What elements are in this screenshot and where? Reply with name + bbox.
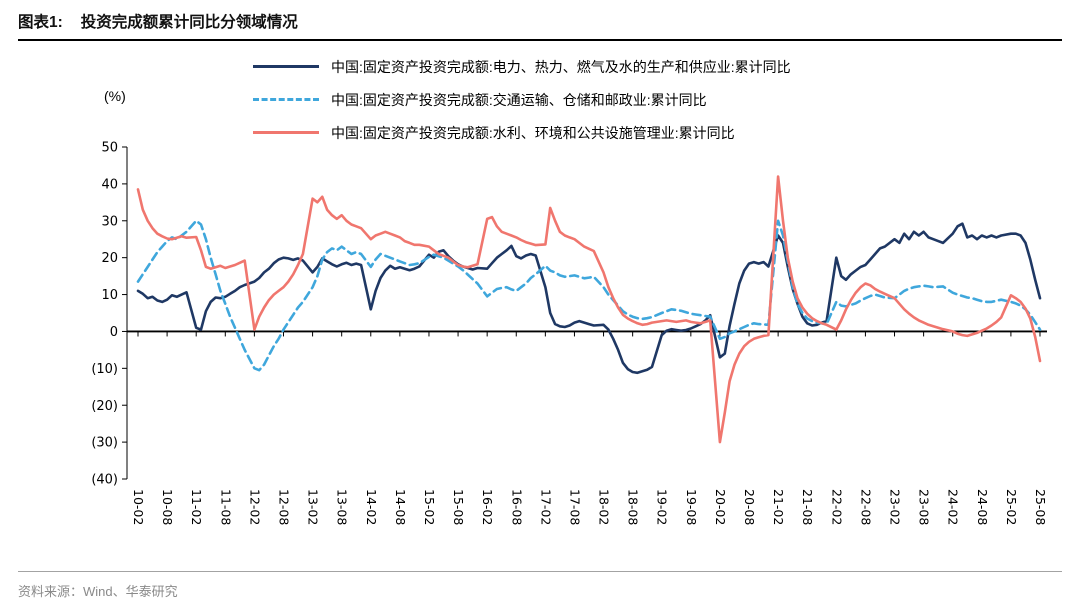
x-tick-label: 14-08 [393,489,408,525]
figure-title: 投资完成额累计同比分领域情况 [80,14,298,31]
y-tick-label: (40) [91,473,118,488]
x-tick-label: 11-08 [218,489,233,525]
x-tick-label: 10-02 [131,489,146,525]
x-tick-label: 19-08 [684,489,699,525]
x-tick-label: 17-08 [567,489,582,525]
x-tick-label: 24-02 [946,489,961,525]
source-note: 资料来源：Wind、华泰研究 [18,571,1062,600]
x-tick-label: 14-02 [364,489,379,525]
series-line-3 [136,175,1042,444]
x-tick-label: 12-02 [247,489,262,525]
legend-item: 中国:固定资产投资完成额:交通运输、仓储和邮政业:累计同比 [253,83,791,116]
x-tick-label: 20-08 [742,489,757,525]
legend-line-swatch-power [253,65,319,68]
series-line-2 [136,219,1042,372]
x-tick-label: 19-02 [655,489,670,525]
legend-line-swatch-water [253,131,319,134]
x-tick-label: 25-08 [1033,489,1048,525]
x-tick-label: 16-08 [509,489,524,525]
x-tick-label: 12-08 [276,489,291,525]
y-tick-label: 40 [101,177,118,192]
figure-header: 图表1: 投资完成额累计同比分领域情况 [18,0,1062,41]
x-tick-label: 21-02 [771,489,786,525]
x-tick-label: 13-02 [306,489,321,525]
x-tick-label: 23-02 [888,489,903,525]
legend-label: 中国:固定资产投资完成额:电力、热力、燃气及水的生产和供应业:累计同比 [331,58,791,75]
y-tick-label: 50 [101,141,118,156]
y-tick-label: (30) [91,436,118,451]
x-tick-label: 21-08 [800,489,815,525]
x-tick-label: 20-02 [713,489,728,525]
legend-item: 中国:固定资产投资完成额:电力、热力、燃气及水的生产和供应业:累计同比 [253,50,791,83]
x-tick-label: 10-08 [160,489,175,525]
legend-label: 中国:固定资产投资完成额:交通运输、仓储和邮政业:累计同比 [331,91,707,108]
x-tick-label: 15-08 [451,489,466,525]
x-tick-label: 22-08 [858,489,873,525]
x-tick-label: 17-02 [538,489,553,525]
x-tick-label: 25-02 [1004,489,1019,525]
y-tick-label: 30 [101,214,118,229]
x-tick-label: 23-08 [917,489,932,525]
x-tick-label: 16-02 [480,489,495,525]
x-tick-label: 13-08 [335,489,350,525]
y-tick-label: 0 [110,325,118,340]
x-tick-label: 15-02 [422,489,437,525]
legend-item: 中国:固定资产投资完成额:水利、环境和公共设施管理业:累计同比 [253,116,791,149]
legend: 中国:固定资产投资完成额:电力、热力、燃气及水的生产和供应业:累计同比 中国:固… [253,50,791,149]
series-line-1 [136,222,1042,375]
x-tick-label: 18-02 [597,489,612,525]
x-tick-label: 11-02 [189,489,204,525]
x-tick-label: 18-08 [626,489,641,525]
y-axis-unit-label: (%) [104,88,126,104]
chart-svg: 50 40 30 20 10 0 (10) (20) (30) (40) 10-02 10-08 11-… [91,141,1048,526]
legend-label: 中国:固定资产投资完成额:水利、环境和公共设施管理业:累计同比 [331,124,735,141]
y-tick-label: 20 [101,251,118,266]
legend-line-swatch-transport [253,98,319,101]
x-tick-label: 24-08 [975,489,990,525]
figure-number: 图表1: [18,14,63,31]
y-tick-label: (20) [91,399,118,414]
y-tick-label: 10 [101,288,118,303]
x-tick-label: 22-02 [829,489,844,525]
y-tick-label: (10) [91,362,118,377]
